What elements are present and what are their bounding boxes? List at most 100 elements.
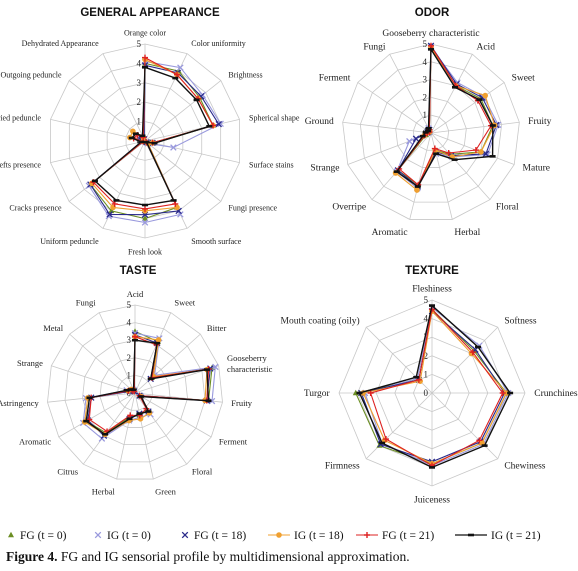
category-label: Surface stains [249, 161, 294, 170]
data-point [482, 92, 489, 99]
grid-spoke [430, 82, 505, 134]
category-label: Outgoing peduncle [0, 70, 62, 79]
tick-label: 2 [137, 97, 142, 107]
category-label: Orange color [124, 28, 166, 37]
category-label: Citrus [57, 466, 78, 476]
legend-marker [94, 531, 102, 539]
data-point [433, 152, 440, 156]
grid-spoke [144, 140, 240, 163]
data-point [414, 187, 420, 193]
data-point [478, 149, 484, 155]
data-point [145, 410, 152, 413]
data-point [130, 388, 137, 392]
grid-spoke [58, 392, 136, 438]
category-label: Spherical shape [249, 113, 300, 122]
category-label: Herbal [454, 228, 480, 238]
category-label: Acid [476, 42, 495, 52]
legend: FG (t = 0) IG (t = 0) FG (t = 18) IG (t = 1… [8, 530, 541, 542]
data-point [142, 203, 148, 207]
grid-spoke [357, 82, 432, 134]
category-label: Acid [127, 289, 144, 299]
legend-label: IG (t = 21) [491, 530, 541, 542]
data-point [367, 390, 374, 396]
data-point [142, 205, 148, 212]
legend-marker [364, 532, 370, 538]
grid-spoke [431, 326, 499, 394]
data-point [413, 375, 420, 379]
data-point [428, 48, 434, 51]
caption-label: Figure 4. [6, 549, 58, 564]
grid-spoke [116, 392, 136, 480]
legend-item: FG (t = 21) [356, 530, 434, 542]
data-point [170, 199, 177, 202]
category-label: Chewiness [504, 461, 545, 471]
category-label: Fungi [363, 42, 386, 52]
grid-spoke [98, 312, 136, 394]
data-point [170, 144, 177, 151]
category-label: Ferment [219, 436, 248, 446]
tick-label: 4 [423, 57, 428, 67]
data-point [445, 149, 452, 156]
legend-label: FG (t = 18) [194, 530, 246, 542]
data-point [481, 444, 488, 447]
data-point [138, 140, 145, 144]
data-point [155, 337, 162, 343]
category-label: Ferment [319, 73, 351, 83]
data-point [147, 377, 154, 381]
category-label: Fleshiness [412, 285, 452, 295]
series-fg-t-21- [86, 333, 212, 435]
data-point [379, 441, 386, 445]
category-label: Smooth surface [191, 237, 241, 246]
series-fg-t-18- [84, 331, 214, 439]
legend-item: IG (t = 21) [455, 530, 541, 542]
grid-spoke [409, 132, 432, 220]
radar-chart-2: ODOR012345Gooseberry characteristicAcidS… [305, 7, 552, 238]
grid-ring [359, 61, 503, 203]
data-point [422, 131, 429, 134]
grid-spoke [51, 365, 136, 394]
data-point [206, 125, 213, 128]
category-label: Overripe [332, 202, 366, 212]
tick-label: 5 [127, 300, 132, 310]
grid-ring [342, 43, 520, 220]
data-point [137, 416, 144, 422]
legend-marker [8, 531, 14, 538]
category-label: Ground [305, 117, 334, 127]
category-label: Fresh look [128, 248, 162, 257]
category-label: Bitter [207, 323, 227, 333]
grid-ring [117, 374, 153, 411]
data-point [177, 211, 184, 218]
category-label: Strange [17, 358, 43, 368]
data-point [142, 215, 148, 221]
data-point [469, 349, 476, 356]
legend-label: IG (t = 18) [294, 530, 344, 542]
legend-label: IG (t = 0) [107, 530, 151, 542]
tick-label: 5 [424, 295, 429, 305]
category-label: Crunchiness [534, 389, 578, 399]
data-point [127, 412, 134, 419]
tick-label: 4 [127, 318, 132, 328]
data-point [138, 395, 145, 398]
category-label: Fruity [528, 117, 551, 127]
tick-label: 2 [423, 92, 428, 102]
data-point [472, 147, 479, 154]
grid-spoke [430, 121, 520, 134]
legend-item: FG (t = 0) [8, 530, 67, 542]
category-label: Dehydrated Appearance [22, 39, 100, 48]
data-point [476, 437, 483, 444]
category-label: Aromatic [372, 228, 408, 238]
tick-label: 3 [127, 335, 132, 345]
series-ig-t-21- [393, 47, 496, 188]
data-point [101, 432, 108, 436]
radar-chart-3: TASTE012345AcidSweetBitterGooseberrychar… [0, 265, 273, 497]
data-point [106, 211, 113, 218]
series-line [84, 336, 208, 435]
radar-chart-1: GENERAL APPEARANCE012345Orange colorColo… [0, 7, 300, 257]
grid-spoke [431, 392, 499, 460]
tick-label: 4 [137, 58, 142, 68]
category-label: Uniform peduncle [40, 237, 99, 246]
data-point [151, 141, 158, 145]
data-point [503, 390, 510, 396]
data-point [126, 417, 133, 421]
category-label: Floral [192, 466, 213, 476]
